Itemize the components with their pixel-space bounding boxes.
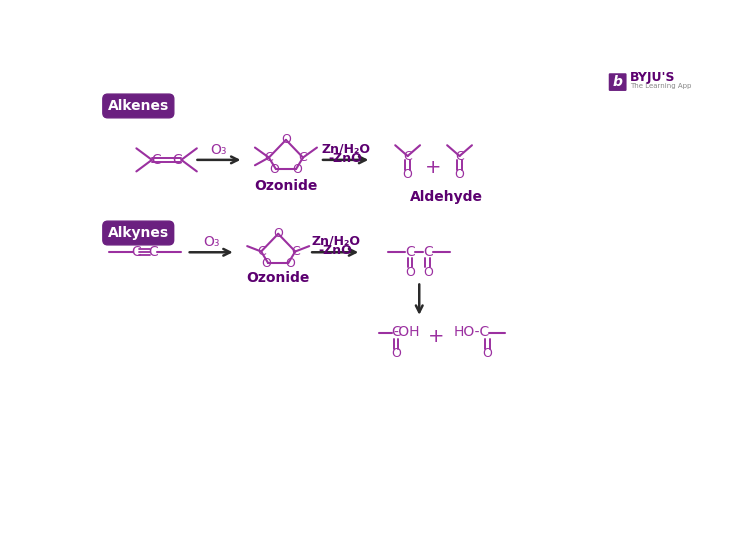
Text: BYJU'S: BYJU'S (630, 71, 676, 84)
Text: HO-C: HO-C (454, 325, 490, 339)
Text: O: O (391, 348, 401, 361)
Text: +: + (425, 158, 442, 177)
Text: +: + (428, 327, 445, 346)
Text: O: O (269, 162, 279, 175)
Text: Zn/H₂O: Zn/H₂O (311, 235, 360, 248)
Text: O: O (285, 256, 295, 269)
Text: O₃: O₃ (210, 143, 226, 157)
Text: Zn/H₂O: Zn/H₂O (321, 143, 370, 156)
Text: C: C (148, 245, 158, 259)
Text: C: C (172, 153, 182, 167)
Text: -ZnO: -ZnO (319, 244, 352, 257)
Text: C: C (405, 244, 415, 258)
Text: Alkenes: Alkenes (108, 99, 169, 113)
Text: C: C (423, 244, 433, 258)
Text: C: C (298, 151, 307, 164)
Text: Ozonide: Ozonide (247, 272, 310, 286)
Text: C: C (392, 325, 400, 339)
Text: O: O (273, 228, 284, 241)
Text: C: C (256, 245, 265, 258)
Text: O: O (482, 348, 493, 361)
Text: C: C (265, 151, 273, 164)
Text: C: C (131, 245, 141, 259)
Text: Alkynes: Alkynes (108, 226, 169, 240)
Text: -OH: -OH (394, 325, 420, 339)
Text: O: O (292, 162, 302, 175)
Text: C: C (151, 153, 160, 167)
FancyBboxPatch shape (609, 73, 626, 91)
Text: C: C (291, 245, 299, 258)
Text: O: O (454, 168, 464, 181)
Text: C: C (404, 149, 412, 162)
Text: O: O (262, 256, 272, 269)
Text: C: C (455, 149, 464, 162)
Text: -ZnO: -ZnO (328, 152, 362, 165)
Text: Ozonide: Ozonide (254, 179, 318, 193)
Text: O₃: O₃ (203, 235, 220, 249)
Text: O: O (281, 134, 291, 147)
Text: O: O (403, 168, 412, 181)
Text: Aldehyde: Aldehyde (410, 190, 483, 204)
Text: O: O (423, 266, 433, 279)
Text: O: O (405, 266, 415, 279)
Text: b: b (613, 75, 622, 89)
Text: The Learning App: The Learning App (630, 83, 692, 89)
